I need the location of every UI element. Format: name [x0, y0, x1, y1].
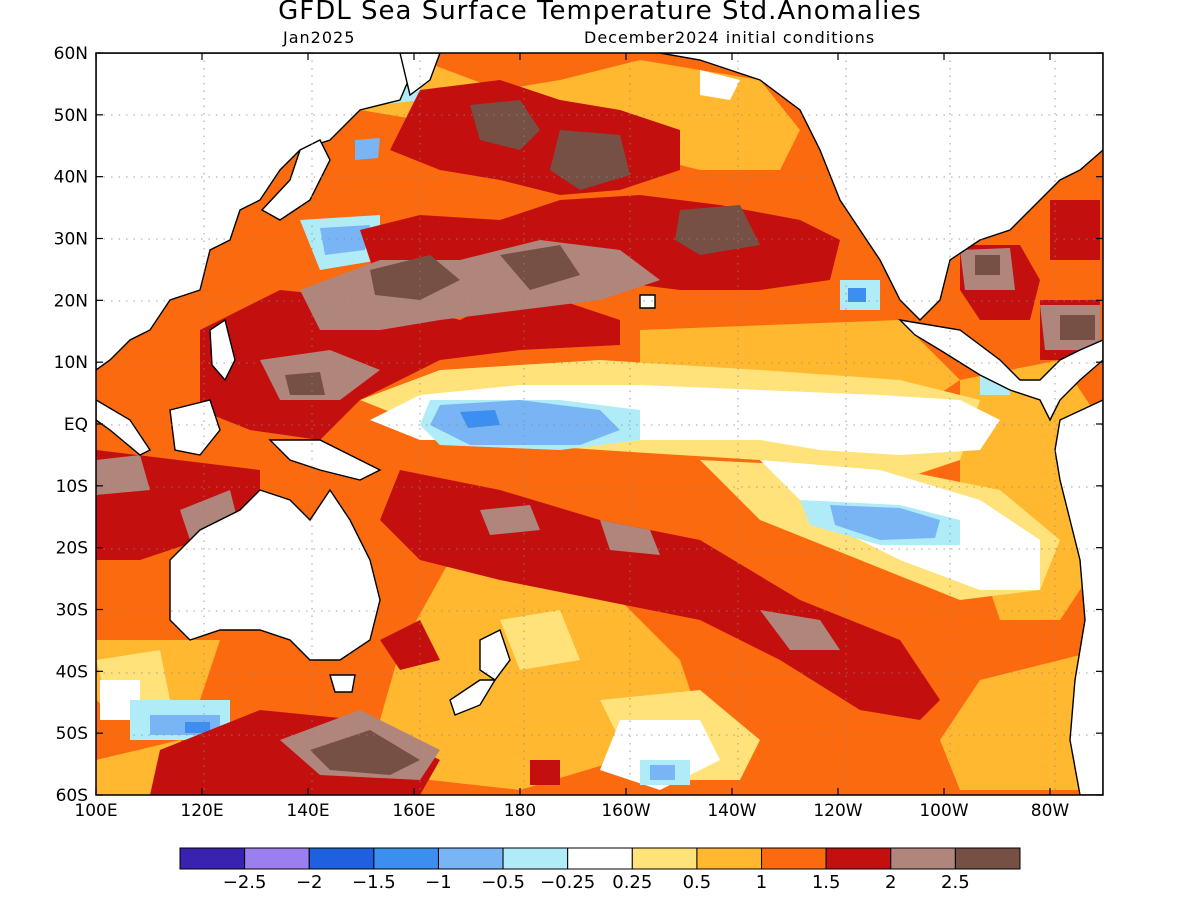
tasmania-landmass — [329, 674, 356, 693]
north-america-landmass — [659, 53, 1103, 321]
colorbar-swatch — [954, 847, 1021, 870]
hawaii-islands — [639, 294, 656, 309]
colorbar-swatch — [890, 847, 956, 870]
new-zealand-north-island — [479, 629, 511, 681]
longitude-tick-label: 160E — [392, 801, 435, 821]
colorbar-swatch — [761, 847, 827, 870]
japan-landmass — [260, 139, 331, 221]
map-title: GFDL Sea Surface Temperature Std.Anomali… — [278, 0, 922, 26]
central-america-landmass — [897, 318, 1103, 422]
latitude-tick-label: 40S — [56, 662, 88, 682]
map-subtitle-initial-conditions: December2024 initial conditions — [584, 28, 876, 47]
map-subtitle-month: Jan2025 — [283, 28, 356, 47]
colorbar-swatch — [825, 847, 892, 870]
longitude-tick-label: 120E — [180, 801, 223, 821]
colorbar-swatch — [244, 847, 310, 870]
latitude-tick-label: 60N — [54, 44, 88, 64]
south-america-landmass — [1054, 399, 1103, 795]
colorbar-swatch — [502, 847, 569, 870]
colorbar-swatch — [567, 847, 633, 870]
latitude-tick-label: 50N — [54, 106, 88, 126]
philippines-landmass — [209, 318, 236, 382]
latitude-tick-label: 20S — [56, 539, 88, 559]
latitude-tick-label: 10S — [56, 477, 88, 497]
colorbar-label: −0.25 — [540, 872, 596, 893]
graticule — [96, 53, 1103, 795]
colorbar-label: −1 — [425, 872, 452, 893]
colorbar-label: −1.5 — [351, 872, 396, 893]
colorbar-label: 2.5 — [941, 872, 970, 893]
longitude-tick-label: 160W — [601, 801, 650, 821]
longitude-tick-label: 120W — [813, 801, 862, 821]
colorbar-label: 1.5 — [811, 872, 841, 893]
latitude-axis: 60N 50N 40N 30N 20N 10N EQ 10S 20S 30S 40S 50S 60S — [54, 44, 88, 806]
longitude-tick-label: 180 — [504, 801, 536, 821]
latitude-tick-label: 30N — [54, 230, 88, 250]
colorbar-label: 2 — [885, 872, 897, 893]
longitude-tick-label: 100E — [74, 801, 117, 821]
colorbar — [179, 847, 1021, 870]
latitude-tick-label: 20N — [54, 291, 88, 311]
borneo-landmass — [169, 399, 221, 456]
colorbar-swatch — [696, 847, 763, 870]
anomaly-cool-1-regions — [185, 288, 866, 733]
colorbar-label: −2 — [295, 872, 323, 893]
latitude-tick-label: EQ — [64, 415, 88, 435]
anomaly-field — [96, 53, 1103, 795]
colorbar-swatch — [437, 847, 504, 870]
kamchatka-landmass — [399, 53, 441, 97]
latitude-tick-label: 40N — [54, 168, 88, 188]
colorbar-swatch — [631, 847, 698, 870]
longitude-tick-label: 100W — [919, 801, 968, 821]
colorbar-swatch — [179, 847, 246, 870]
colorbar-label: 0.5 — [682, 872, 712, 893]
sumatra-landmass — [96, 399, 152, 456]
colorbar-label: 1 — [755, 872, 768, 893]
colorbar-label: −0.5 — [481, 872, 525, 893]
asia-landmass — [96, 53, 421, 371]
colorbar-swatch — [308, 847, 375, 870]
latitude-tick-label: 60S — [56, 786, 88, 806]
longitude-tick-label: 140W — [707, 801, 756, 821]
colorbar-label: 0.25 — [612, 872, 653, 893]
new-zealand-south-island — [449, 679, 497, 716]
australia-landmass — [169, 488, 381, 661]
longitude-axis: 100E 120E 140E 160E 180 160W 140W 120W 100W 80W — [74, 801, 1069, 821]
longitude-tick-label: 80W — [1031, 801, 1070, 821]
colorbar-swatch — [373, 847, 439, 870]
axis-ticks — [95, 52, 1103, 796]
latitude-tick-label: 30S — [56, 601, 88, 621]
land-masses — [96, 53, 1103, 795]
anomaly-2-5-regions — [285, 55, 1095, 775]
colorbar-label: −2.5 — [222, 872, 267, 893]
new-guinea-landmass — [268, 439, 382, 481]
longitude-tick-label: 140E — [286, 801, 329, 821]
latitude-tick-label: 50S — [56, 724, 88, 744]
latitude-tick-label: 10N — [54, 353, 88, 373]
